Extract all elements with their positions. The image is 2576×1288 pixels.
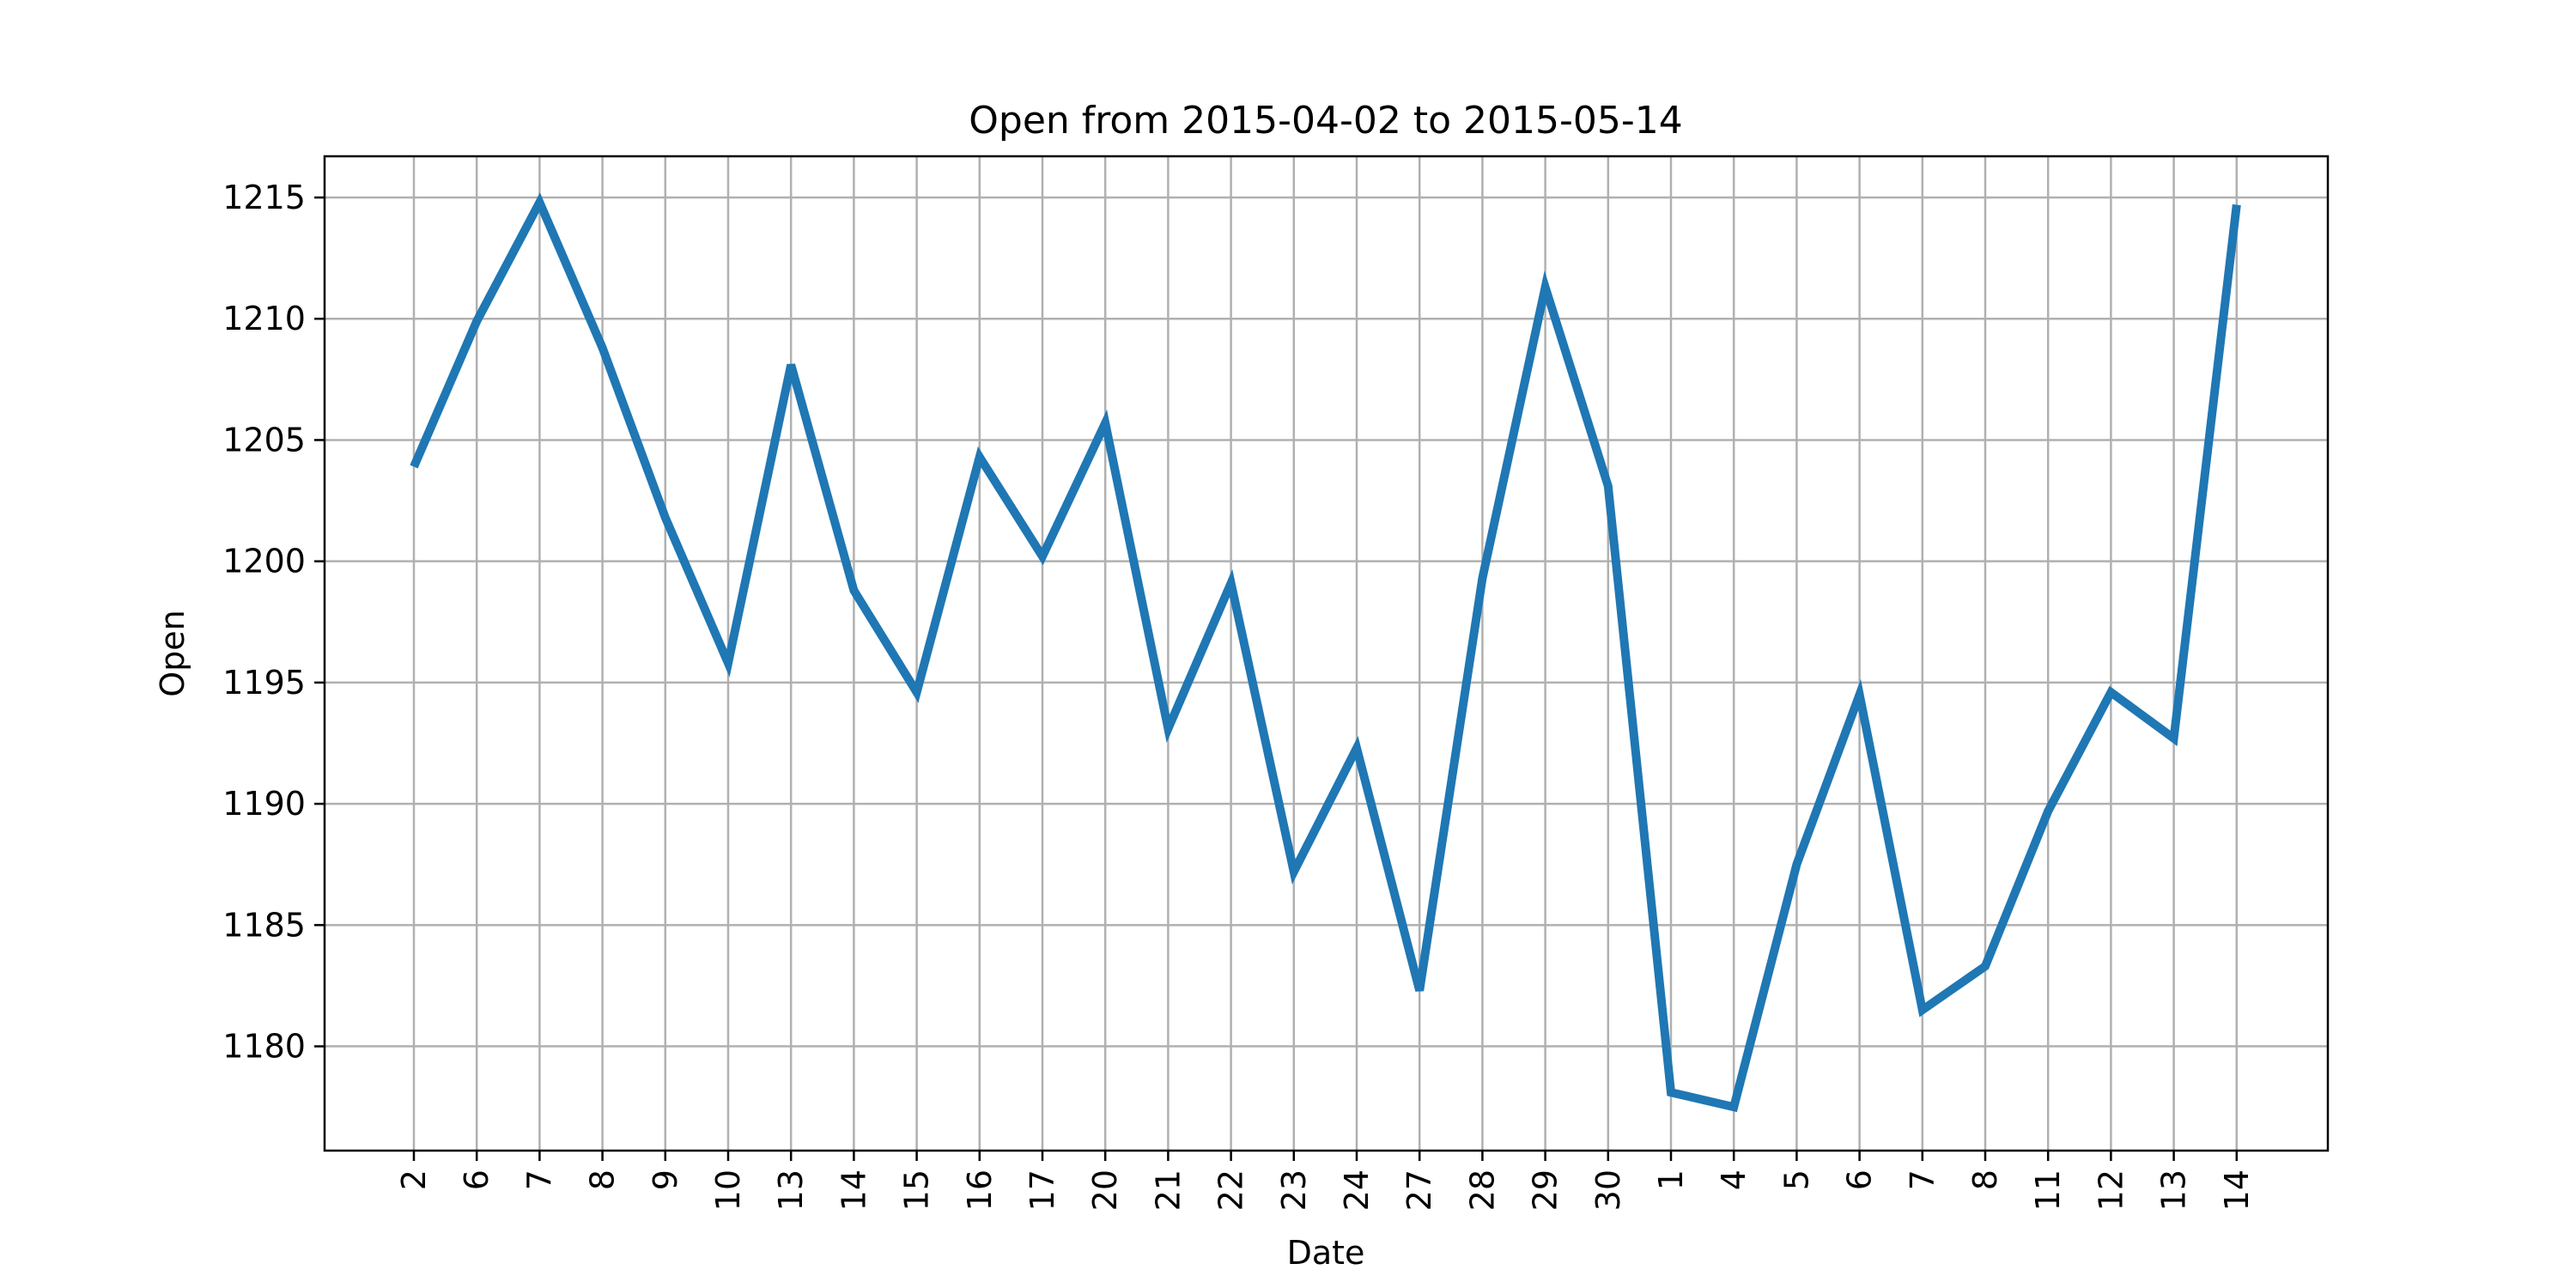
x-tick-label: 20: [1086, 1170, 1124, 1211]
series-layer: [410, 192, 2241, 1113]
y-tick-label: 1205: [222, 421, 306, 459]
x-tick-label: 2: [395, 1170, 433, 1190]
x-tick-label: 6: [458, 1170, 495, 1190]
x-axis-label: Date: [1287, 1234, 1365, 1272]
x-tick-label: 16: [961, 1170, 999, 1211]
x-tick-label: 13: [2155, 1170, 2193, 1211]
x-tick-label: 13: [772, 1170, 810, 1211]
y-tick-label: 1215: [222, 179, 306, 216]
y-tick-label: 1180: [222, 1028, 306, 1066]
x-tick-label: 1: [1652, 1170, 1690, 1190]
x-tick-label: 29: [1527, 1170, 1564, 1211]
x-tick-label: 21: [1149, 1170, 1187, 1211]
x-tick-label: 15: [898, 1170, 936, 1211]
x-tick-label: 30: [1589, 1170, 1627, 1211]
x-tick-label: 28: [1463, 1170, 1501, 1211]
x-tick-label: 17: [1024, 1170, 1061, 1211]
x-tick-label: 14: [2218, 1170, 2256, 1211]
x-tick-label: 10: [709, 1170, 747, 1211]
x-tick-label: 7: [520, 1170, 558, 1190]
y-tick-label: 1195: [222, 664, 306, 702]
x-tick-label: 9: [647, 1170, 684, 1190]
y-tick-label: 1200: [222, 543, 306, 580]
x-tick-label: 5: [1777, 1170, 1815, 1190]
x-tick-label: 22: [1212, 1170, 1250, 1211]
x-tick-label: 7: [1904, 1170, 1941, 1190]
x-tick-label: 27: [1400, 1170, 1438, 1211]
y-axis-label: Open: [154, 610, 191, 697]
x-axis: 2 6 7 8 9 10 13 14 15 16 17 20 21 22 23 24 27 28 29 30 1 4 5 6 7…: [395, 1151, 2256, 1211]
x-tick-label: 24: [1338, 1170, 1376, 1211]
x-tick-label: 8: [584, 1170, 622, 1190]
grid: [325, 156, 2328, 1151]
series-line: [410, 192, 2241, 1113]
x-tick-label: 8: [1966, 1170, 2004, 1190]
y-tick-label: 1190: [222, 785, 306, 823]
y-tick-label: 1210: [222, 300, 306, 337]
y-tick-label: 1185: [222, 906, 306, 944]
chart-title: Open from 2015-04-02 to 2015-05-14: [969, 99, 1682, 143]
x-tick-label: 11: [2029, 1170, 2067, 1211]
x-tick-label: 12: [2092, 1170, 2129, 1211]
x-tick-label: 23: [1275, 1170, 1313, 1211]
x-tick-label: 6: [1841, 1170, 1879, 1190]
plot-frame: [323, 155, 2330, 1152]
y-axis: 1180 1185 1190 1195 1200 1205 1210 1215: [222, 179, 325, 1066]
x-tick-label: 4: [1715, 1170, 1753, 1190]
x-tick-label: 14: [835, 1170, 872, 1211]
